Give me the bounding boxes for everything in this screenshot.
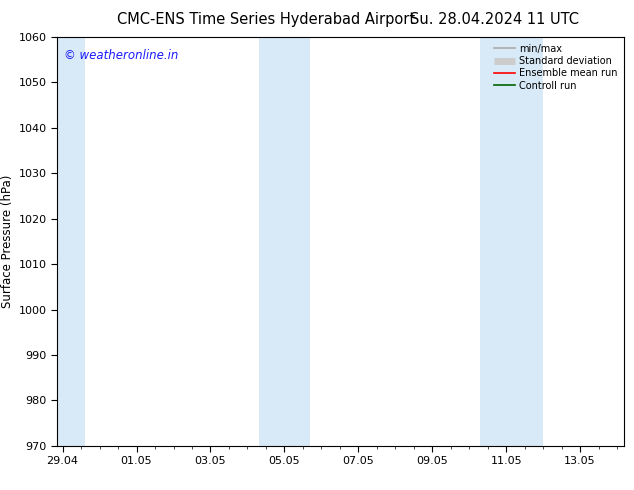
Bar [481,37,506,446]
Text: CMC-ENS Time Series Hyderabad Airport: CMC-ENS Time Series Hyderabad Airport [117,12,415,27]
Legend: min/max, Standard deviation, Ensemble mean run, Controll run: min/max, Standard deviation, Ensemble me… [492,42,619,93]
Text: © weatheronline.in: © weatheronline.in [64,49,178,62]
Bar [57,37,85,446]
Text: Su. 28.04.2024 11 UTC: Su. 28.04.2024 11 UTC [410,12,579,27]
Y-axis label: Surface Pressure (hPa): Surface Pressure (hPa) [1,174,15,308]
Bar [506,37,543,446]
Bar [259,37,310,446]
